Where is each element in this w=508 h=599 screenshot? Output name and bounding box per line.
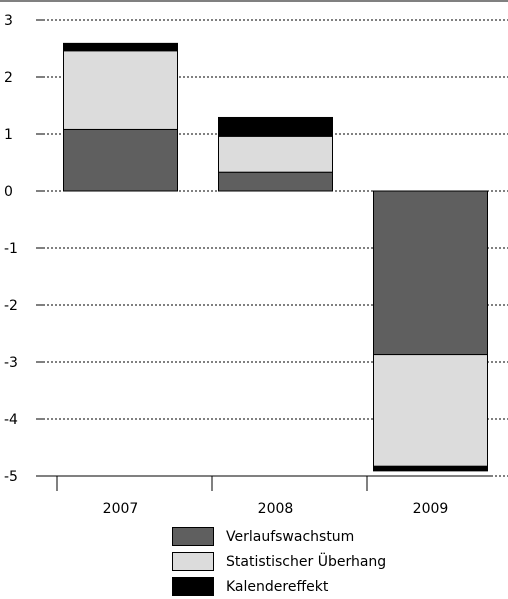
y-tick-label: -1: [4, 241, 18, 257]
y-tick-label: 2: [4, 70, 13, 86]
y-tick-label: 3: [4, 13, 13, 29]
legend-item-verlaufswachstum: Verlaufswachstum: [172, 524, 386, 549]
y-tick-label: 1: [4, 127, 13, 143]
bar-chart: 3 2 1 0 -1 -2 -3 -4 -5 2007 2008 2009: [0, 0, 508, 517]
y-tick-label: -4: [4, 412, 18, 428]
bar-segment-2007-3: [63, 42, 178, 52]
legend-swatch-statistischer-ueberhang: [172, 552, 214, 571]
bar-segment-2008-3: [218, 116, 333, 137]
x-axis: 2007 2008 2009: [43, 475, 493, 517]
legend: Verlaufswachstum Statistischer Überhang …: [172, 524, 386, 599]
bar-segment-2008-2: [218, 135, 333, 173]
bar-segment-2009-2: [373, 354, 488, 467]
bars: [63, 42, 488, 472]
legend-swatch-kalendereffekt: [172, 577, 214, 596]
x-tick-label: 2007: [103, 501, 139, 517]
y-tick-label: 0: [4, 184, 13, 200]
x-tick-label: 2009: [413, 501, 449, 517]
bar-segment-2007-2: [63, 50, 178, 130]
legend-label-statistischer-ueberhang: Statistischer Überhang: [226, 553, 387, 570]
y-axis-ticks: 3 2 1 0 -1 -2 -3 -4 -5: [4, 13, 43, 485]
bar-segment-2007-1: [63, 128, 178, 192]
legend-label-verlaufswachstum: Verlaufswachstum: [226, 528, 355, 545]
y-tick-label: -2: [4, 298, 18, 314]
bar-segment-2009-1: [373, 190, 488, 356]
y-tick-label: -5: [4, 469, 18, 485]
bar-segment-2008-1: [218, 171, 333, 192]
legend-item-statistischer-ueberhang: Statistischer Überhang: [172, 549, 386, 574]
legend-label-kalendereffekt: Kalendereffekt: [226, 578, 329, 595]
y-tick-label: -3: [4, 355, 18, 371]
legend-item-kalendereffekt: Kalendereffekt: [172, 574, 386, 599]
x-tick-label: 2008: [258, 501, 294, 517]
legend-swatch-verlaufswachstum: [172, 527, 214, 546]
bar-segment-2009-3: [373, 465, 488, 472]
